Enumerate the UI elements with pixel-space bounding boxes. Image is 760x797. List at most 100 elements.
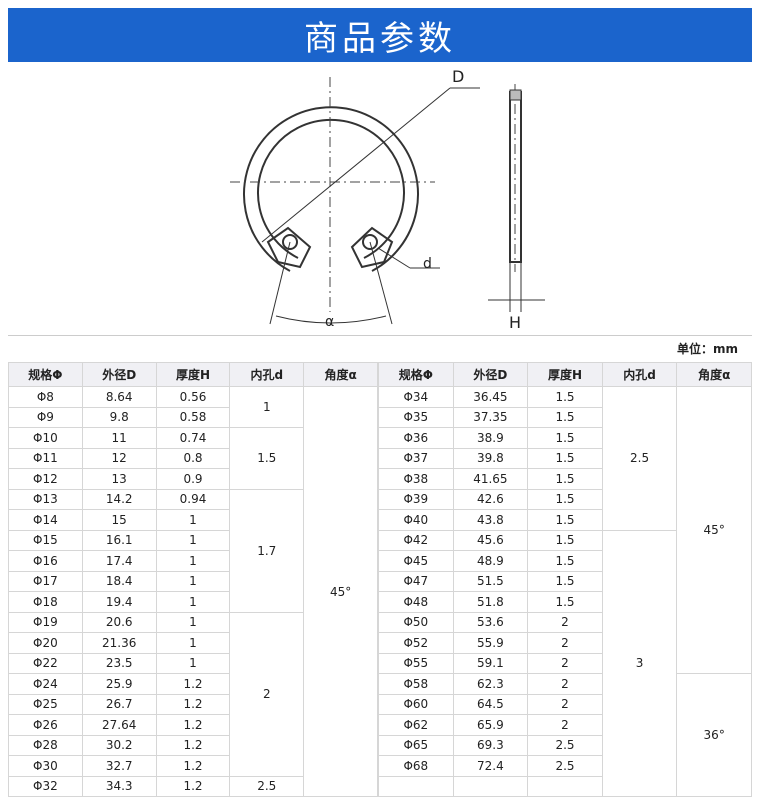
cell: 34.3 — [81, 775, 157, 797]
row: Φ58 62.3 2 36° — [378, 673, 752, 797]
cell: 0.58 — [155, 406, 231, 428]
cell: 0.9 — [155, 468, 231, 490]
cell: 2.5 — [527, 734, 603, 756]
cell: 2 — [527, 693, 603, 715]
cell: Φ25 — [8, 693, 83, 715]
cell: Φ40 — [378, 509, 454, 531]
cell: Φ47 — [378, 570, 454, 592]
cell: 45.6 — [452, 529, 529, 551]
cell: Φ32 — [8, 775, 83, 797]
cell: 37.35 — [452, 406, 529, 428]
cell — [452, 775, 529, 797]
cell: Φ17 — [8, 570, 83, 592]
cell: Φ9 — [8, 406, 83, 428]
cell: 0.56 — [155, 386, 231, 408]
cell: Φ18 — [8, 591, 83, 613]
cell: Φ16 — [8, 550, 83, 572]
cell: Φ22 — [8, 652, 83, 674]
header-cell: 外径D — [452, 362, 529, 387]
cell: 1 — [229, 386, 305, 428]
cell: 23.5 — [81, 652, 157, 674]
cell: 1.2 — [155, 734, 231, 756]
cell: 2 — [527, 652, 603, 674]
cell: 42.6 — [452, 488, 529, 510]
row: Φ42 45.6 1.5 3 — [378, 529, 752, 797]
cell: 12 — [81, 447, 157, 469]
cell: 1.5 — [527, 570, 603, 592]
cell: Φ36 — [378, 427, 454, 449]
cell: 2.5 — [527, 755, 603, 777]
cell: Φ13 — [8, 488, 83, 510]
cell: 0.94 — [155, 488, 231, 510]
cell: 1 — [155, 632, 231, 654]
cell: 1.7 — [229, 488, 305, 613]
cell: Φ15 — [8, 529, 83, 551]
cell: Φ12 — [8, 468, 83, 490]
cell — [378, 775, 454, 797]
cell: 15 — [81, 509, 157, 531]
header-cell: 内孔d — [601, 362, 678, 387]
row: Φ8 8.64 0.56 1 45° — [8, 386, 378, 797]
cell: 1.5 — [527, 427, 603, 449]
cell: 19.4 — [81, 591, 157, 613]
cell: 18.4 — [81, 570, 157, 592]
cell: Φ42 — [378, 529, 454, 551]
cell: 2 — [527, 673, 603, 695]
cell: 53.6 — [452, 611, 529, 633]
cell: 2.5 — [601, 386, 678, 531]
divider — [8, 335, 752, 336]
row: Φ55 59.1 2 — [378, 652, 752, 674]
row: Φ50 53.6 2 — [378, 611, 752, 633]
cell: 1.2 — [155, 714, 231, 736]
cell: 45° — [303, 386, 378, 797]
title-bar: 商品参数 — [8, 8, 752, 62]
cell: 0.74 — [155, 427, 231, 449]
cell: 65.9 — [452, 714, 529, 736]
cell: 41.65 — [452, 468, 529, 490]
header-cell: 规格Φ — [378, 362, 454, 387]
cell: Φ26 — [8, 714, 83, 736]
cell: 2 — [527, 632, 603, 654]
cell: Φ60 — [378, 693, 454, 715]
cell: Φ52 — [378, 632, 454, 654]
cell: 20.6 — [81, 611, 157, 633]
row: Φ32 34.3 1.2 2.5 — [8, 775, 378, 797]
cell: 2.5 — [229, 775, 305, 797]
cell: 1.5 — [527, 488, 603, 510]
header-cell: 厚度H — [155, 362, 231, 387]
header-cell: 厚度H — [527, 362, 603, 387]
row: Φ30 32.7 1.2 — [8, 755, 378, 777]
cell: Φ68 — [378, 755, 454, 777]
cell: Φ24 — [8, 673, 83, 695]
cell: Φ8 — [8, 386, 83, 408]
cell: 1 — [155, 611, 231, 633]
cell: 16.1 — [81, 529, 157, 551]
row — [378, 775, 752, 797]
row: Φ35 37.35 1.5 — [378, 406, 752, 428]
cell: 1.5 — [527, 550, 603, 572]
cell: 17.4 — [81, 550, 157, 572]
header-cell: 内孔d — [229, 362, 305, 387]
cell: Φ37 — [378, 447, 454, 469]
cell: 1 — [155, 529, 231, 551]
header-cell: 角度α — [676, 362, 752, 387]
cell: 2 — [229, 611, 305, 777]
cell: 1 — [155, 550, 231, 572]
diagram: D d α H — [230, 67, 545, 332]
row: Φ38 41.65 1.5 — [378, 468, 752, 490]
cell: 26.7 — [81, 693, 157, 715]
cell: 3 — [601, 529, 678, 797]
cell: 1.5 — [527, 386, 603, 408]
label-angle: α — [325, 314, 334, 330]
cell: 55.9 — [452, 632, 529, 654]
header-cell: 角度α — [303, 362, 378, 387]
cell: 1.2 — [155, 673, 231, 695]
cell: 1.2 — [155, 775, 231, 797]
cell: 1.5 — [527, 529, 603, 551]
cell — [527, 775, 603, 797]
cell: Φ11 — [8, 447, 83, 469]
cell: Φ48 — [378, 591, 454, 613]
cell: 1 — [155, 570, 231, 592]
row: Φ45 48.9 1.5 — [378, 550, 752, 572]
cell: 1.5 — [527, 509, 603, 531]
